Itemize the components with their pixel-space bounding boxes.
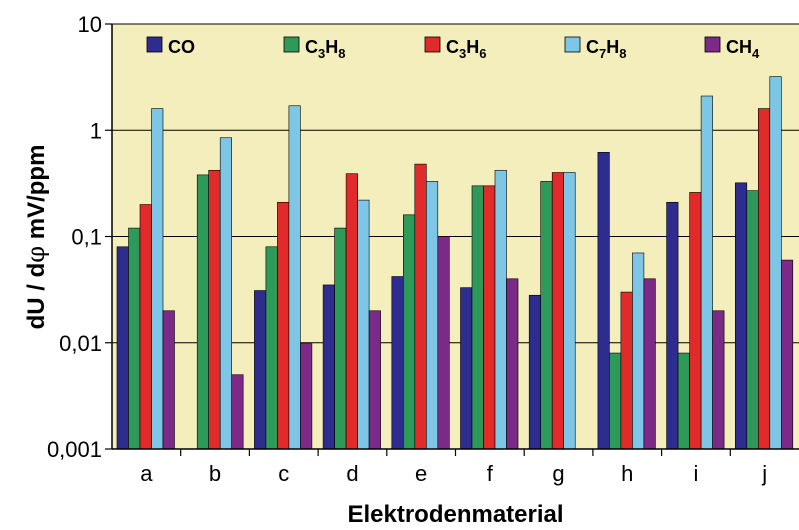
bar [345, 173, 358, 450]
bar [219, 137, 232, 450]
y-tick-label: 10 [78, 12, 102, 37]
bar [334, 227, 347, 450]
x-tick-label: d [346, 461, 358, 486]
bar [528, 294, 542, 450]
bar [151, 108, 164, 450]
bar [632, 252, 645, 450]
legend-label: CO [168, 37, 195, 57]
y-tick-label: 0,001 [47, 437, 102, 462]
bar [746, 190, 759, 450]
x-tick-label: j [761, 461, 767, 486]
bar [300, 343, 313, 450]
bar [483, 185, 496, 450]
bar [471, 185, 484, 450]
bar [288, 105, 301, 450]
x-tick-label: c [278, 461, 289, 486]
y-tick-label: 0,1 [71, 225, 102, 250]
legend-label: C3H6 [446, 37, 486, 61]
bar [208, 169, 221, 450]
bar [357, 199, 370, 450]
x-tick-label: a [140, 461, 153, 486]
bar [506, 278, 519, 450]
bar [139, 204, 152, 450]
bar [734, 182, 748, 450]
bar [712, 310, 725, 450]
bar [700, 95, 713, 450]
x-tick-label: h [621, 461, 633, 486]
bar [196, 174, 209, 450]
bar [425, 181, 439, 450]
bar [597, 152, 610, 450]
bar [780, 259, 794, 450]
bar [116, 246, 129, 450]
bar [609, 352, 622, 450]
bar [563, 172, 576, 450]
bar [231, 374, 244, 450]
bar [391, 276, 404, 450]
bar [643, 278, 656, 450]
legend-item: CO [146, 36, 195, 57]
y-tick-label: 0,01 [59, 331, 102, 356]
bar [769, 76, 782, 450]
legend-item: CH4 [704, 36, 760, 61]
bar [368, 310, 381, 450]
bar [322, 284, 335, 450]
bar [551, 172, 565, 450]
bars [116, 76, 794, 450]
bar [128, 227, 141, 450]
legend-item: C3H8 [283, 36, 345, 61]
bar [162, 310, 175, 450]
axes [105, 23, 799, 456]
y-tick-label: 1 [90, 118, 102, 143]
bar [689, 192, 702, 450]
legend-item: C3H6 [424, 36, 486, 61]
bar [414, 163, 427, 450]
y-tick-labels: 0,001 0,01 0,1 1 10 [47, 12, 102, 462]
legend-swatch [424, 36, 441, 53]
x-tick-labels: a b c d e f g h i j [140, 461, 767, 486]
y-axis-title: dU / dφ mV/ppm [22, 145, 50, 330]
bar [277, 201, 290, 450]
x-tick-label: b [209, 461, 221, 486]
x-tick-label: g [552, 461, 564, 486]
legend-swatch [283, 36, 300, 53]
legend-swatch [146, 36, 163, 53]
bar [402, 214, 416, 450]
legend-swatch [704, 36, 721, 53]
bar [460, 287, 473, 450]
legend-label: CH4 [726, 37, 760, 61]
bar [620, 291, 633, 450]
bar [540, 181, 553, 450]
legend-item: C7H8 [564, 36, 626, 61]
bar [757, 108, 771, 450]
bar [666, 201, 679, 450]
bar [437, 236, 450, 450]
x-tick-label: e [415, 461, 427, 486]
legend-label: C3H8 [305, 37, 345, 61]
x-axis-title: Elektrodenmaterial [347, 501, 563, 528]
bar [254, 290, 267, 450]
bar [494, 169, 507, 450]
legend-label: C7H8 [586, 37, 626, 61]
bar [677, 352, 690, 450]
bar [265, 246, 278, 450]
x-tick-label: i [694, 461, 699, 486]
legend-swatch [564, 36, 581, 53]
x-tick-label: f [487, 461, 494, 486]
legend: CO C3H8 C3H6 C7H8 CH4 [146, 36, 760, 61]
